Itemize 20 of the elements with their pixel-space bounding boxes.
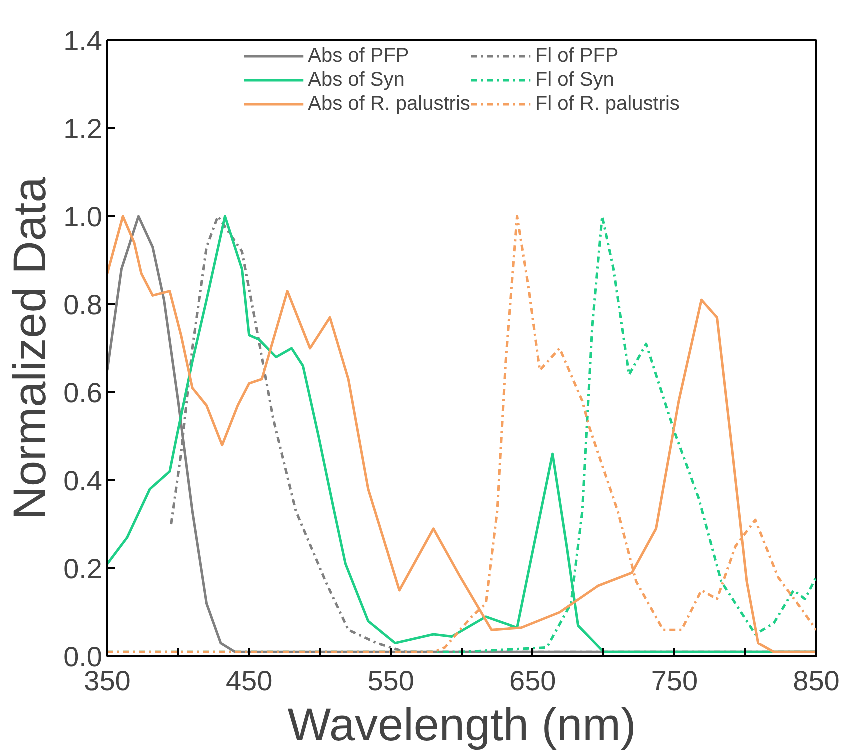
- x-tick-label: 750: [651, 666, 698, 696]
- legend-label: Fl of PFP: [535, 44, 619, 68]
- legend-label: Fl of R. palustris: [535, 92, 680, 116]
- y-tick-label: 1.0: [64, 202, 103, 232]
- y-tick-label: 1.2: [64, 114, 103, 144]
- x-tick-label: 550: [368, 666, 414, 696]
- y-tick-label: 1.4: [64, 26, 103, 56]
- legend-label: Abs of PFP: [308, 44, 410, 68]
- x-tick-label: 450: [226, 666, 273, 696]
- y-tick-label: 0.8: [64, 290, 103, 320]
- y-tick-label: 0.6: [64, 378, 103, 408]
- legend-label: Abs of Syn: [308, 68, 405, 92]
- y-axis-title: Normalized Data: [4, 176, 56, 520]
- legend-label: Abs of R. palustris: [308, 92, 470, 116]
- y-tick-label: 0.4: [64, 466, 103, 496]
- legend-label: Fl of Syn: [535, 68, 614, 92]
- y-tick-label: 0.2: [64, 554, 103, 584]
- x-tick-label: 850: [793, 666, 840, 696]
- x-axis-title: Wavelength (nm): [288, 698, 636, 750]
- x-tick-label: 650: [510, 666, 556, 696]
